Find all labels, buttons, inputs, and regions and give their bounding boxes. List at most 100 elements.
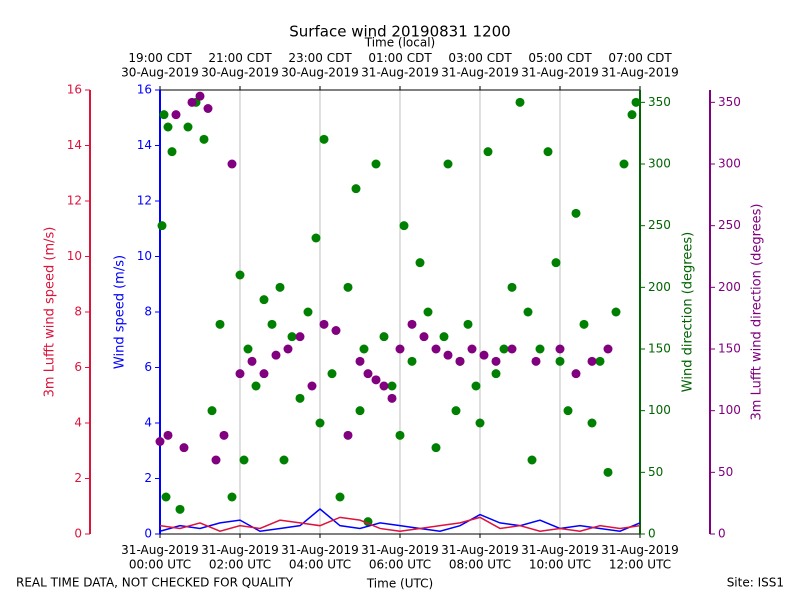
x2-tick-label: 03:00 CDT 31-Aug-2019 xyxy=(441,51,519,79)
data-point xyxy=(203,104,213,113)
data-point xyxy=(499,344,509,354)
x-tick-label: 31-Aug-2019 00:00 UTC xyxy=(121,543,199,571)
data-point xyxy=(563,406,573,416)
data-point xyxy=(355,356,365,366)
data-point xyxy=(439,332,449,342)
data-point xyxy=(183,122,193,132)
data-point xyxy=(379,332,389,342)
data-point xyxy=(527,455,537,465)
data-point xyxy=(279,455,289,465)
data-point xyxy=(395,344,405,354)
data-point xyxy=(271,350,281,360)
data-point xyxy=(611,307,621,317)
y-tick-label: 6 xyxy=(144,360,152,374)
data-point xyxy=(295,332,305,342)
data-point xyxy=(471,381,481,391)
data-point xyxy=(163,122,173,132)
data-point xyxy=(587,356,597,366)
data-point xyxy=(551,258,561,268)
data-point xyxy=(251,381,261,391)
y-tick-label: 50 xyxy=(718,465,733,479)
data-point xyxy=(399,221,409,231)
data-point xyxy=(443,159,453,169)
y-tick-label: 2 xyxy=(144,471,152,485)
data-point xyxy=(359,344,369,354)
data-point xyxy=(479,350,489,360)
data-point xyxy=(371,375,381,385)
data-point xyxy=(455,356,465,366)
y-tick-label: 100 xyxy=(718,403,741,417)
data-point xyxy=(395,430,405,440)
y-tick-label: 200 xyxy=(718,280,741,294)
y-tick-label: 300 xyxy=(648,157,671,171)
y-axis-label: 3m Lufft wind speed (m/s) xyxy=(43,227,58,398)
y-tick-label: 16 xyxy=(137,83,152,97)
data-point xyxy=(475,418,485,428)
y-tick-label: 0 xyxy=(74,527,82,541)
site-label: Site: ISS1 xyxy=(727,576,784,590)
data-point xyxy=(463,319,473,329)
data-point xyxy=(507,282,517,292)
data-point xyxy=(331,326,341,335)
x-tick-label: 31-Aug-2019 02:00 UTC xyxy=(201,543,279,571)
y-tick-label: 14 xyxy=(67,138,82,152)
y-tick-label: 0 xyxy=(144,527,152,541)
y-tick-label: 150 xyxy=(648,342,671,356)
data-point xyxy=(211,455,221,465)
data-point xyxy=(243,344,253,354)
data-point xyxy=(431,443,441,453)
data-point xyxy=(407,356,417,366)
data-point xyxy=(335,492,345,502)
y-tick-label: 2 xyxy=(74,471,82,485)
data-point xyxy=(555,356,565,366)
x-tick-label: 31-Aug-2019 06:00 UTC xyxy=(361,543,439,571)
data-point xyxy=(259,369,269,379)
y-tick-label: 250 xyxy=(718,218,741,232)
data-point xyxy=(407,319,417,329)
data-point xyxy=(307,381,317,391)
x-tick-label: 31-Aug-2019 10:00 UTC xyxy=(521,543,599,571)
data-point xyxy=(215,319,225,329)
y-tick-label: 12 xyxy=(137,194,152,208)
data-point xyxy=(571,369,581,379)
data-point xyxy=(443,350,453,360)
y-tick-label: 8 xyxy=(144,305,152,319)
data-point xyxy=(627,110,637,120)
data-point xyxy=(319,319,329,329)
data-point xyxy=(267,319,277,329)
data-point xyxy=(227,159,237,169)
data-point xyxy=(227,492,237,502)
data-point xyxy=(295,393,305,403)
data-point xyxy=(379,381,389,391)
y-tick-label: 300 xyxy=(718,157,741,171)
data-point xyxy=(179,443,189,453)
data-point xyxy=(491,369,501,379)
data-point xyxy=(467,344,477,354)
x2-tick-label: 19:00 CDT 30-Aug-2019 xyxy=(121,51,199,79)
data-point xyxy=(603,467,613,477)
data-point xyxy=(195,91,205,101)
data-point xyxy=(161,492,171,502)
data-point xyxy=(451,406,461,416)
data-point xyxy=(619,159,629,169)
y-tick-label: 14 xyxy=(137,138,152,152)
y-tick-label: 16 xyxy=(67,83,82,97)
data-point xyxy=(507,344,517,354)
y-axis-label: 3m Lufft wind direction (degrees) xyxy=(750,204,765,421)
data-line xyxy=(159,516,641,533)
data-point xyxy=(523,307,533,317)
y-tick-label: 100 xyxy=(648,403,671,417)
data-point xyxy=(315,418,325,428)
x2-tick-label: 05:00 CDT 31-Aug-2019 xyxy=(521,51,599,79)
x2-tick-label: 07:00 CDT 31-Aug-2019 xyxy=(601,51,679,79)
data-point xyxy=(603,344,613,354)
data-point xyxy=(419,332,429,342)
data-point xyxy=(155,437,165,446)
y-tick-label: 10 xyxy=(137,249,152,263)
data-point xyxy=(571,208,581,218)
data-point xyxy=(167,147,177,157)
data-point xyxy=(157,221,167,231)
y-tick-label: 6 xyxy=(74,360,82,374)
data-point xyxy=(535,344,545,354)
x-axis-label: Time (UTC) xyxy=(366,577,433,591)
